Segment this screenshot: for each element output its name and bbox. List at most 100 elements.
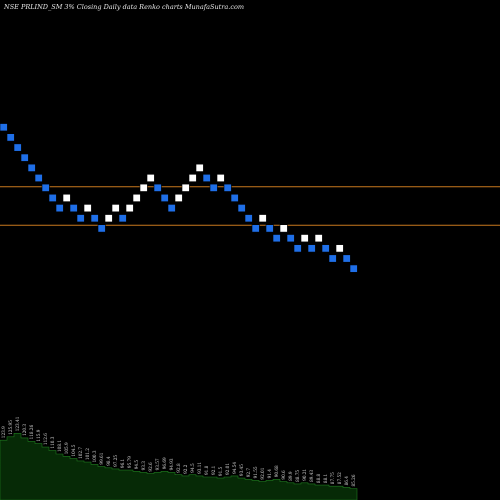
renko-brick-43 (293, 244, 302, 253)
volume-label-2: 125.95 (8, 420, 13, 435)
renko-brick-48 (328, 254, 337, 263)
volume-label-46: 88.8 (316, 473, 321, 483)
volume-label-37: 91.55 (253, 466, 258, 478)
renko-brick-45 (307, 244, 316, 253)
renko-brick-40 (272, 234, 281, 243)
renko-brick-2 (6, 133, 15, 142)
renko-brick-30 (202, 174, 211, 183)
renko-brick-22 (146, 174, 155, 183)
volume-label-1: 123.9 (1, 426, 6, 438)
volume-label-12: 102.7 (78, 447, 83, 459)
renko-brick-46 (314, 234, 323, 243)
renko-brick-5 (27, 163, 36, 172)
renko-brick-35 (237, 204, 246, 213)
renko-brick-44 (300, 234, 309, 243)
volume-label-34: 94.54 (232, 462, 237, 474)
renko-brick-6 (34, 174, 43, 183)
renko-brick-14 (90, 214, 99, 223)
renko-brick-25 (167, 204, 176, 213)
volume-label-26: 92.8 (176, 463, 181, 473)
renko-brick-12 (76, 214, 85, 223)
renko-brick-47 (321, 244, 330, 253)
volume-label-21: 93.3 (141, 461, 146, 471)
renko-brick-51 (349, 264, 358, 273)
renko-brick-9 (55, 204, 64, 213)
volume-label-27: 92.2 (183, 464, 188, 474)
volume-label-20: 94.5 (134, 460, 139, 470)
renko-bricks (0, 123, 358, 273)
volume-label-11: 104.5 (71, 444, 76, 456)
volume-label-17: 97.25 (113, 455, 118, 467)
volume-label-18: 96.1 (120, 458, 125, 468)
volume-label-9: 108.1 (57, 440, 62, 452)
renko-brick-13 (83, 204, 92, 213)
renko-brick-15 (97, 224, 106, 233)
volume-label-45: 89.43 (309, 470, 314, 482)
volume-label-13: 101.2 (85, 448, 90, 460)
renko-brick-37 (251, 224, 260, 233)
volume-label-16: 98.4 (106, 456, 111, 466)
volume-label-44: 90.21 (302, 468, 307, 480)
renko-brick-29 (195, 163, 204, 172)
renko-brick-39 (265, 224, 274, 233)
renko-brick-4 (20, 153, 29, 162)
renko-brick-38 (258, 214, 267, 223)
volume-label-43: 88.75 (295, 470, 300, 482)
renko-brick-11 (69, 204, 78, 213)
renko-brick-18 (118, 214, 127, 223)
renko-brick-41 (279, 224, 288, 233)
volume-label-4: 120.3 (22, 424, 27, 436)
renko-brick-21 (139, 183, 148, 192)
renko-brick-33 (223, 183, 232, 192)
volume-label-42: 89.9 (288, 471, 293, 481)
renko-brick-7 (41, 183, 50, 192)
volume-label-40: 90.68 (274, 465, 279, 477)
volume-label-33: 92.01 (225, 463, 230, 475)
volume-label-48: 87.75 (330, 472, 335, 484)
volume-label-25: 94.93 (169, 458, 174, 470)
volume-label-50: 86.4 (344, 476, 349, 486)
volume-label-38: 92.01 (260, 467, 265, 479)
volume-label-47: 88.1 (323, 473, 328, 483)
renko-brick-32 (216, 174, 225, 183)
renko-brick-20 (132, 193, 141, 202)
volume-label-31: 92.1 (211, 465, 216, 475)
chart-title: NSE PRLIND_SM 3% Closing Daily data Renk… (3, 3, 244, 11)
renko-brick-24 (160, 193, 169, 202)
volume-label-10: 105.9 (64, 442, 69, 454)
volume-label-23: 93.57 (155, 458, 160, 470)
volume-label-35: 93.45 (239, 464, 244, 476)
renko-brick-28 (188, 174, 197, 183)
renko-brick-34 (230, 193, 239, 202)
volume-label-39: 91.4 (267, 469, 272, 479)
volume-label-28: 94.5 (190, 463, 195, 473)
volume-label-49: 87.52 (337, 472, 342, 484)
volume-label-51: 85.26 (351, 474, 356, 486)
renko-brick-42 (286, 234, 295, 243)
volume-label-5: 118.26 (29, 424, 34, 439)
volume-label-41: 90.6 (281, 470, 286, 480)
volume-area (0, 433, 358, 500)
level-lines (0, 186, 500, 226)
volume-label-3: 123.41 (15, 416, 20, 431)
volume-label-30: 91.8 (204, 465, 209, 475)
volume-panel: 123.9 125.95 123.41 120.3 118.26 115.9 112.6 11… (0, 416, 358, 500)
renko-brick-10 (62, 193, 71, 202)
renko-brick-27 (181, 183, 190, 192)
renko-brick-31 (209, 183, 218, 192)
renko-brick-50 (342, 254, 351, 263)
volume-label-32: 91.5 (218, 466, 223, 476)
renko-brick-36 (244, 214, 253, 223)
volume-label-14: 100.3 (92, 450, 97, 462)
renko-brick-3 (13, 143, 22, 152)
volume-label-29: 93.11 (197, 462, 202, 474)
renko-brick-1 (0, 123, 8, 132)
renko-brick-49 (335, 244, 344, 253)
renko-brick-16 (104, 214, 113, 223)
volume-label-36: 92.7 (246, 468, 251, 478)
volume-label-7: 112.6 (43, 433, 48, 445)
volume-label-15: 99.61 (99, 452, 104, 464)
renko-brick-19 (125, 204, 134, 213)
